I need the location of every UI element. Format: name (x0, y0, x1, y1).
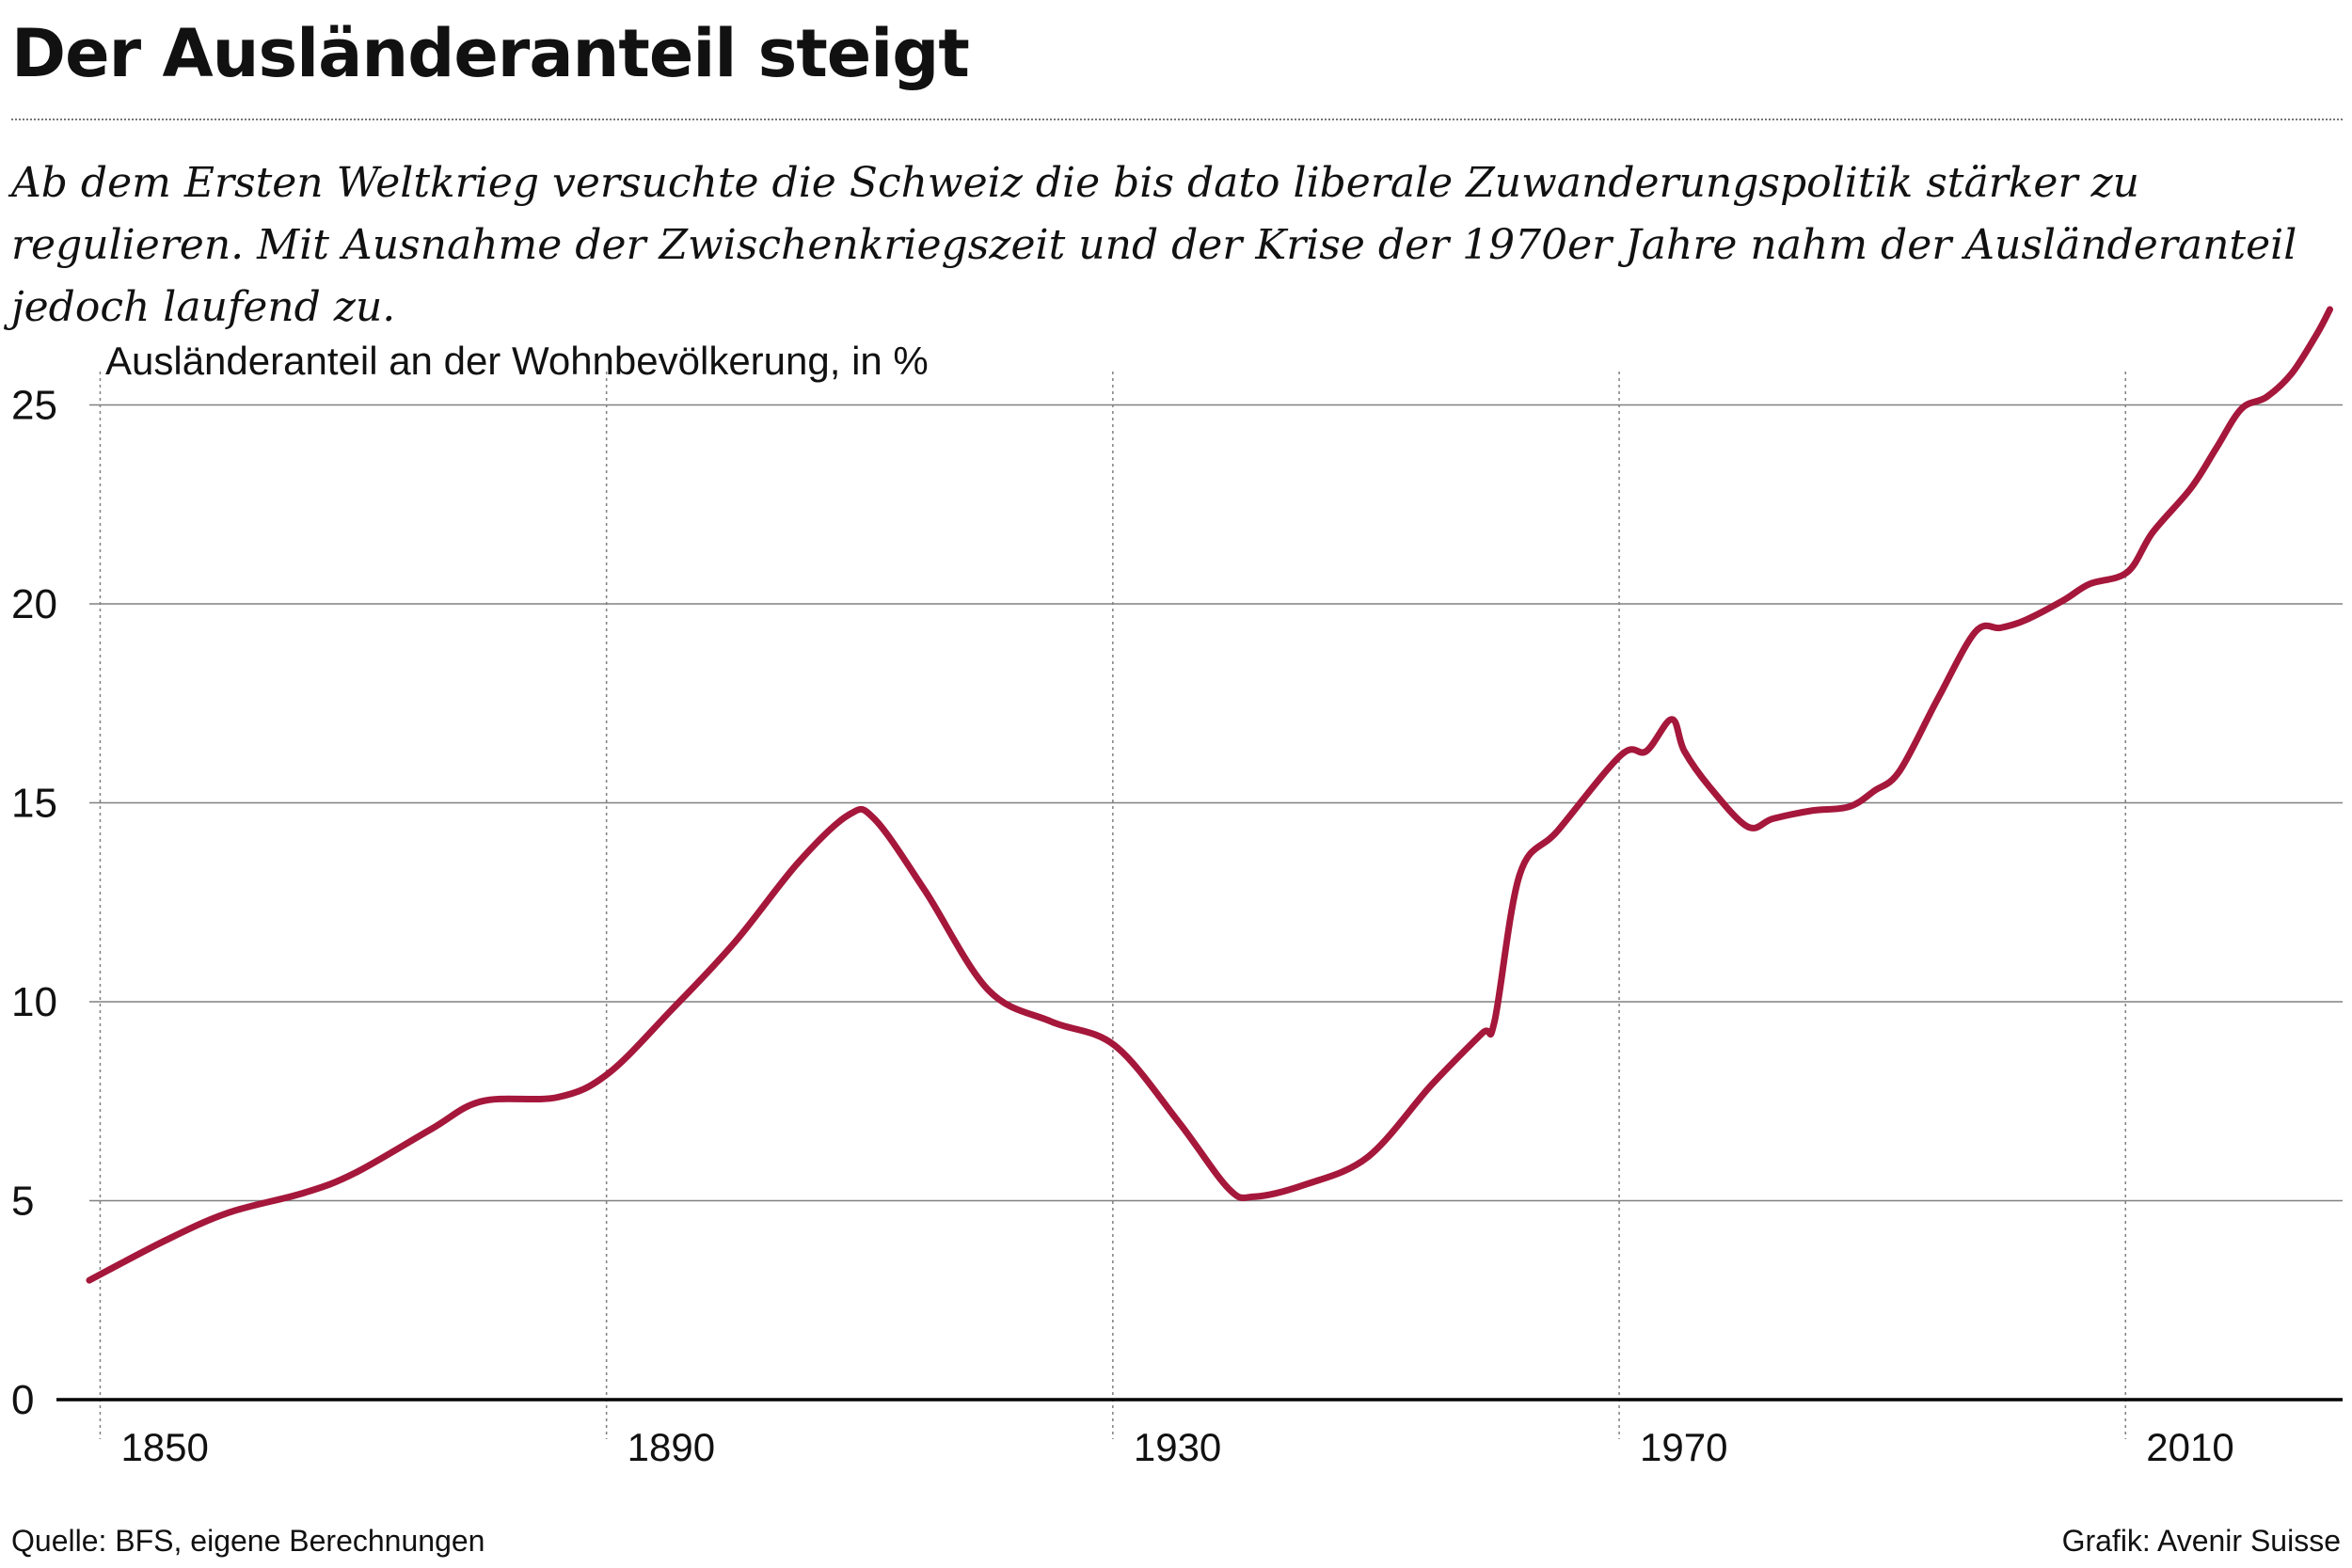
tick-layer: 0 5 10 15 20 25 1850 1890 1930 1970 2010 (11, 383, 2234, 1470)
series-layer (86, 306, 2333, 1284)
source-note: Quelle: BFS, eigene Berechnungen (11, 1524, 485, 1558)
y-tick-label-0: 0 (11, 1377, 34, 1423)
y-tick-label-25: 25 (11, 383, 57, 429)
grid-layer (89, 372, 2343, 1439)
credit-note: Grafik: Avenir Suisse (2061, 1524, 2341, 1558)
y-tick-label-15: 15 (11, 781, 57, 827)
x-tick-label-1930: 1930 (1134, 1425, 1221, 1469)
y-axis-label: Ausländeranteil an der Wohnbevölkerung, … (105, 339, 929, 383)
series-line-auslaenderanteil (86, 306, 2333, 1284)
x-tick-label-1890: 1890 (628, 1425, 715, 1469)
chart-title: Der Ausländeranteil steigt (11, 15, 970, 92)
y-tick-label-10: 10 (11, 979, 57, 1025)
chart-subtitle: Ab dem Ersten Weltkrieg versuchte die Sc… (11, 159, 2297, 331)
x-tick-label-2010: 2010 (2146, 1425, 2233, 1469)
x-tick-label-1970: 1970 (1640, 1425, 1727, 1469)
y-tick-label-5: 5 (11, 1179, 34, 1225)
title-divider (11, 119, 2343, 120)
x-tick-label-1850: 1850 (120, 1425, 208, 1469)
y-tick-label-20: 20 (11, 581, 57, 627)
